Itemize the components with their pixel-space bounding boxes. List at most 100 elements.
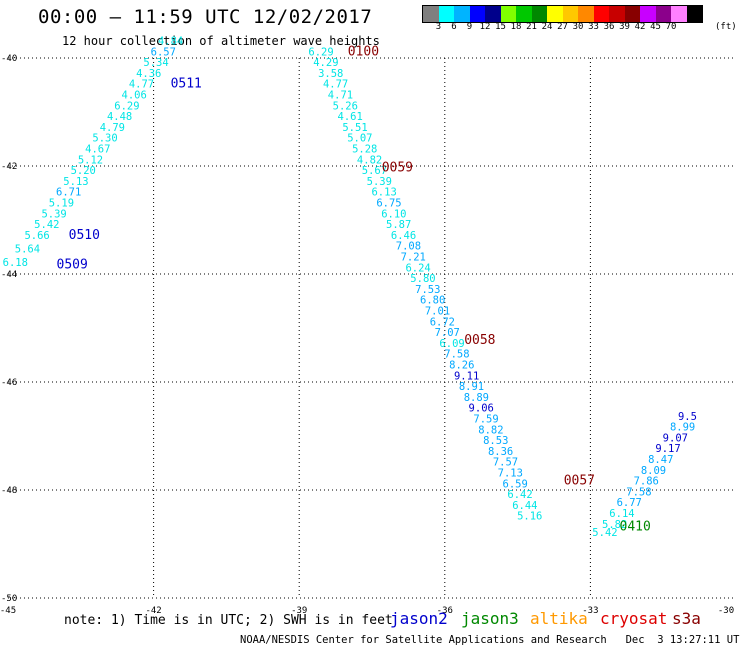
color-scale-cell — [578, 6, 594, 22]
wave-height-point: 4.06 — [122, 90, 147, 102]
color-scale-cell — [624, 6, 640, 22]
wave-height-point: 6.44 — [512, 500, 537, 512]
wave-height-point: 7.58 — [626, 486, 651, 498]
wave-height-point: 7.58 — [444, 349, 469, 361]
color-scale-cell — [609, 6, 625, 22]
wave-height-point: 7.08 — [396, 241, 421, 253]
color-scale-cell — [671, 6, 687, 22]
color-scale-cell — [500, 6, 516, 22]
wave-height-point: 5.34 — [143, 57, 168, 69]
chart-title: 00:00 – 11:59 UTC 12/02/2017 — [38, 6, 373, 28]
wave-height-point: 7.59 — [473, 414, 498, 426]
wave-height-point: 6.18 — [3, 257, 28, 269]
wave-height-point: 6.77 — [617, 497, 642, 509]
wave-height-point: 5.13 — [63, 176, 88, 188]
color-scale-cell — [454, 6, 470, 22]
wave-height-point: 7.13 — [498, 468, 523, 480]
x-tick-label: -30 — [718, 606, 734, 616]
wave-height-point: 4.29 — [313, 57, 338, 69]
wave-height-point: 6.57 — [151, 46, 176, 58]
wave-height-point: 4.77 — [323, 79, 348, 91]
color-scale-unit: (ft) — [715, 22, 737, 32]
wave-height-point: 6.09 — [439, 338, 464, 350]
color-scale-cell — [686, 6, 702, 22]
wave-height-point: 5.19 — [49, 198, 74, 210]
wave-height-point: 4.84 — [158, 36, 183, 48]
wave-height-point: 5.26 — [333, 100, 358, 112]
pass-time-label: 0510 — [69, 228, 100, 243]
color-scale-cell — [423, 6, 439, 22]
wave-height-values: 6.185.645.665.425.395.196.715.135.205.12… — [3, 36, 697, 539]
y-tick-label: -42 — [1, 162, 17, 172]
color-scale-label: 39 — [619, 22, 630, 32]
color-scale-label: 45 — [650, 22, 661, 32]
wave-height-point: 7.86 — [634, 476, 659, 488]
y-tick-label: -44 — [1, 270, 17, 280]
color-scale-label: 6 — [451, 22, 457, 32]
color-scale-label: 30 — [572, 22, 584, 32]
wave-height-point: 6.14 — [609, 508, 634, 520]
legend-altika: altika — [530, 609, 588, 628]
wave-height-point: 8.82 — [478, 424, 503, 436]
wave-height-point: 5.87 — [386, 219, 411, 231]
color-scale-label: 70 — [665, 22, 677, 32]
color-scale-cell — [547, 6, 563, 22]
wave-height-point: 5.16 — [517, 511, 542, 523]
wave-height-point: 6.29 — [308, 46, 333, 58]
pass-time-label: 0410 — [620, 520, 651, 535]
wave-height-point: 5.20 — [71, 165, 96, 177]
pass-time-label: 0059 — [382, 160, 413, 175]
wave-height-point: 5.39 — [41, 208, 66, 220]
legend-s3a: s3a — [672, 609, 701, 628]
wave-height-point: 8.36 — [488, 446, 513, 458]
x-tick-label: -39 — [291, 606, 307, 616]
axis-tick-labels: -45 -42 -39 -36 -33 -30 -40 -42 -44 -46 -48 -50 — [0, 54, 734, 616]
wave-height-point: 6.80 — [420, 295, 445, 307]
color-scale-labels: 3 6 9 12 15 18 21 24 27 30 33 36 39 42 45 70 — [422, 22, 740, 36]
pass-time-labels: 0509 0510 0511 0100 0059 0058 0057 0410 — [57, 44, 651, 534]
color-scale-cell — [562, 6, 578, 22]
color-scale-label: 27 — [557, 22, 568, 32]
x-tick-label: -45 — [0, 606, 16, 616]
wave-height-point: 6.13 — [371, 187, 396, 199]
x-tick-label: -42 — [145, 606, 161, 616]
color-scale-cell — [531, 6, 547, 22]
wave-height-point: 6.42 — [507, 489, 532, 501]
color-scale-label: 9 — [466, 22, 473, 32]
footer-note: note: 1) Time is in UTC; 2) SWH is in fe… — [64, 613, 393, 628]
wave-height-point: 6.71 — [56, 187, 81, 199]
pass-time-label: 0057 — [564, 474, 595, 489]
wave-height-point: 8.53 — [483, 435, 508, 447]
wave-height-point: 6.24 — [405, 262, 430, 274]
wave-height-point: 8.99 — [670, 422, 695, 434]
color-scale-label: 21 — [526, 22, 537, 32]
x-tick-label: -36 — [437, 606, 453, 616]
wave-height-point: 5.64 — [15, 243, 40, 255]
legend-jason2: jason2 — [390, 609, 448, 628]
wave-height-point: 4.77 — [129, 79, 154, 91]
pass-time-label: 0511 — [171, 77, 202, 92]
wave-height-point: 6.10 — [381, 208, 406, 220]
wave-height-point: 8.47 — [648, 454, 673, 466]
wave-height-point: 7.53 — [415, 284, 440, 296]
color-scale-cell — [485, 6, 501, 22]
wave-height-point: 4.36 — [136, 68, 161, 80]
wave-height-point: 8.09 — [641, 465, 666, 477]
wave-height-point: 8.89 — [464, 392, 489, 404]
wave-height-point: 5.30 — [92, 133, 117, 145]
wave-height-point: 5.80 — [410, 273, 435, 285]
color-scale-label: 42 — [634, 22, 646, 32]
wave-height-point: 6.29 — [114, 100, 139, 112]
wave-height-point: 8.26 — [449, 360, 474, 372]
grid-lines — [8, 57, 736, 599]
color-scale-bar — [422, 5, 703, 23]
wave-height-point: 6.46 — [391, 230, 416, 242]
wave-height-point: 5.28 — [352, 144, 377, 156]
color-scale-label: 36 — [603, 22, 615, 32]
wave-height-point: 4.79 — [100, 122, 125, 134]
wave-height-point: 7.57 — [493, 457, 518, 469]
wave-height-point: 8.91 — [459, 381, 484, 393]
x-tick-label: -33 — [582, 606, 598, 616]
color-scale-cell — [469, 6, 485, 22]
